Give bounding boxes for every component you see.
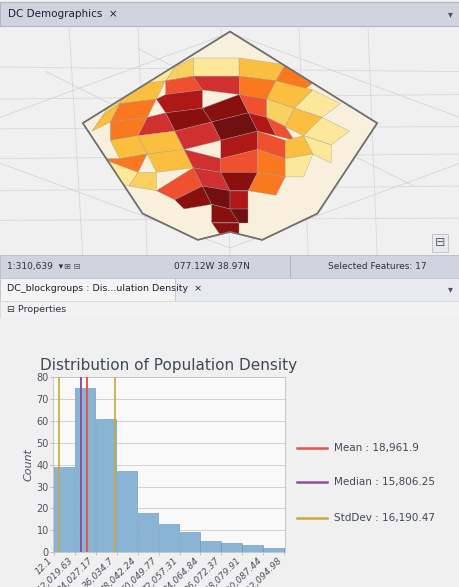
Polygon shape (101, 85, 129, 117)
Polygon shape (110, 99, 156, 122)
Text: 077.12W 38.97N: 077.12W 38.97N (174, 262, 249, 271)
Polygon shape (83, 32, 376, 240)
Bar (158, 524, 179, 552)
Polygon shape (193, 58, 239, 76)
Polygon shape (156, 168, 202, 200)
Polygon shape (165, 76, 202, 95)
Polygon shape (220, 150, 257, 173)
Bar (54, 467, 74, 552)
Bar (200, 541, 220, 552)
Polygon shape (257, 131, 285, 158)
Text: Mean : 18,961.9: Mean : 18,961.9 (333, 443, 418, 453)
FancyBboxPatch shape (0, 301, 459, 318)
Polygon shape (202, 95, 248, 122)
Bar (242, 545, 262, 552)
Text: 1:310,639  ▾: 1:310,639 ▾ (7, 262, 63, 271)
FancyBboxPatch shape (0, 278, 174, 301)
Polygon shape (174, 186, 211, 209)
Polygon shape (92, 104, 119, 131)
Polygon shape (248, 113, 275, 136)
Polygon shape (184, 150, 220, 173)
Polygon shape (110, 117, 147, 140)
Polygon shape (220, 173, 257, 191)
Bar (284, 548, 304, 552)
Title: Distribution of Population Density: Distribution of Population Density (40, 358, 297, 373)
Polygon shape (239, 95, 266, 117)
Y-axis label: Count: Count (23, 448, 34, 481)
Polygon shape (165, 108, 211, 131)
Polygon shape (211, 222, 239, 237)
Polygon shape (119, 81, 165, 104)
Bar (95, 419, 116, 552)
Polygon shape (165, 58, 193, 81)
Polygon shape (211, 204, 239, 222)
Text: ▾: ▾ (447, 9, 452, 19)
Polygon shape (193, 76, 239, 95)
Polygon shape (174, 122, 220, 150)
Text: DC_blockgroups : Dis...ulation Density  ×: DC_blockgroups : Dis...ulation Density × (7, 285, 202, 294)
Polygon shape (138, 131, 184, 154)
FancyBboxPatch shape (0, 2, 459, 26)
Text: StdDev : 16,190.47: StdDev : 16,190.47 (333, 513, 434, 523)
Bar (117, 471, 137, 552)
Polygon shape (248, 173, 285, 195)
Bar (221, 544, 241, 552)
Bar (137, 512, 157, 552)
Polygon shape (147, 150, 193, 173)
Text: ⊟ Properties: ⊟ Properties (7, 305, 67, 314)
Text: Selected Features: 17: Selected Features: 17 (327, 262, 425, 271)
Bar (74, 388, 95, 552)
Text: ⊟: ⊟ (434, 236, 444, 249)
Text: DC Demographics  ×: DC Demographics × (8, 9, 118, 19)
Polygon shape (193, 168, 230, 191)
Polygon shape (101, 154, 147, 173)
Polygon shape (230, 209, 248, 222)
Polygon shape (275, 65, 321, 90)
Polygon shape (101, 158, 138, 186)
Polygon shape (257, 150, 285, 177)
Polygon shape (110, 136, 147, 158)
Text: Median : 15,806.25: Median : 15,806.25 (333, 477, 434, 487)
Polygon shape (230, 191, 248, 209)
Polygon shape (138, 113, 174, 136)
Text: ⊞ ⊟: ⊞ ⊟ (64, 262, 81, 271)
Polygon shape (285, 108, 321, 136)
Polygon shape (266, 117, 294, 140)
Bar (263, 548, 283, 552)
Polygon shape (303, 117, 349, 145)
Polygon shape (303, 136, 330, 163)
Polygon shape (285, 136, 312, 158)
Polygon shape (239, 58, 285, 81)
Polygon shape (138, 67, 174, 85)
FancyBboxPatch shape (0, 255, 459, 278)
Polygon shape (211, 113, 257, 140)
Polygon shape (129, 173, 156, 191)
Polygon shape (156, 90, 202, 113)
Polygon shape (202, 186, 230, 209)
Text: ▾: ▾ (447, 284, 452, 294)
Polygon shape (239, 76, 275, 99)
Polygon shape (285, 154, 312, 177)
FancyBboxPatch shape (0, 278, 459, 301)
Polygon shape (220, 131, 257, 158)
Bar (179, 532, 199, 552)
Polygon shape (294, 90, 340, 117)
Polygon shape (266, 81, 312, 108)
Polygon shape (266, 99, 294, 127)
